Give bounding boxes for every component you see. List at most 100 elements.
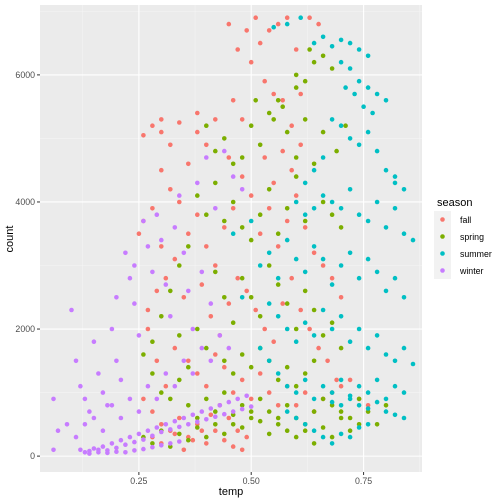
data-point-winter [168,441,173,446]
data-point-summer [338,206,344,211]
data-point-winter [226,399,232,405]
data-point-fall [226,301,232,306]
x-tick-label: 0.25 [130,476,147,486]
data-point-winter [127,275,133,281]
data-point-spring [239,425,245,430]
data-point-spring [168,396,173,402]
data-point-spring [222,136,227,141]
data-point-spring [311,307,317,313]
data-point-summer [329,44,335,49]
data-point-winter [114,295,119,300]
data-point-spring [186,364,191,370]
data-point-summer [365,85,371,90]
data-point-winter [163,371,169,376]
data-point-winter [181,358,187,364]
data-point-summer [293,390,299,395]
data-point-fall [289,167,295,173]
y-tick-label: 2000 [15,324,35,334]
data-point-winter [141,218,146,224]
y-axis: 0 2000 4000 6000 [15,70,40,461]
data-point-spring [204,434,209,440]
data-point-winter [141,446,146,452]
data-point-fall [266,206,272,211]
legend-marker-fall [440,217,445,222]
series-summer [230,15,416,446]
data-point-winter [69,307,74,313]
legend-title: season [437,197,472,209]
data-point-fall [186,231,191,236]
data-point-summer [302,422,308,427]
data-point-fall [150,206,155,211]
data-point-summer [320,34,326,40]
data-point-fall [168,142,173,148]
data-point-winter [73,434,79,440]
data-point-spring [293,155,299,160]
data-point-winter [199,409,205,414]
data-point-fall [186,358,191,364]
data-point-fall [186,161,191,167]
data-point-fall [235,275,240,281]
x-axis-title: temp [219,486,243,498]
data-point-spring [177,333,182,338]
data-point-winter [82,396,88,402]
data-point-spring [320,425,326,430]
data-point-summer [401,390,407,395]
data-point-spring [302,371,308,376]
data-point-spring [168,288,173,294]
data-point-winter [132,439,137,445]
data-point-fall [271,339,277,345]
data-point-winter [230,174,236,179]
y-axis-title: count [4,226,16,253]
data-point-winter [123,450,128,455]
data-point-winter [235,396,240,402]
data-point-winter [51,396,56,402]
data-point-fall [226,155,232,160]
data-point-spring [311,59,317,65]
data-point-winter [159,443,164,448]
data-point-spring [248,123,254,128]
data-point-winter [141,437,146,442]
data-point-summer [347,187,353,192]
data-point-spring [347,415,353,421]
data-point-winter [91,415,97,421]
data-point-spring [284,428,290,434]
data-point-spring [302,288,308,294]
data-point-winter [239,406,245,412]
data-point-summer [266,301,272,306]
data-point-winter [118,437,124,443]
data-point-spring [266,187,272,192]
data-point-winter [154,396,160,402]
data-point-spring [222,390,227,395]
data-point-spring [177,377,182,383]
data-point-summer [365,256,371,262]
data-point-spring [334,148,339,154]
data-point-fall [293,403,299,408]
data-point-fall [222,364,227,370]
data-point-summer [320,383,326,389]
data-point-summer [284,21,290,27]
data-point-winter [100,390,106,395]
data-point-spring [338,345,344,351]
data-point-summer [302,320,308,326]
data-point-summer [392,180,398,186]
data-point-fall [208,412,214,418]
data-point-winter [96,371,101,376]
data-point-summer [374,91,380,97]
data-point-summer [284,409,290,414]
data-point-fall [172,345,178,351]
data-point-summer [311,206,317,211]
data-point-winter [190,326,196,332]
series-winter [51,148,254,456]
data-point-fall [181,295,187,300]
data-point-winter [154,425,160,430]
data-point-fall [248,396,254,402]
data-point-winter [204,417,209,422]
data-point-summer [284,383,290,389]
data-point-summer [320,193,326,198]
data-point-summer [356,142,362,148]
data-point-winter [132,263,137,268]
data-point-fall [213,352,218,357]
data-point-summer [401,187,407,192]
data-point-spring [266,263,272,268]
data-point-fall [213,117,218,122]
